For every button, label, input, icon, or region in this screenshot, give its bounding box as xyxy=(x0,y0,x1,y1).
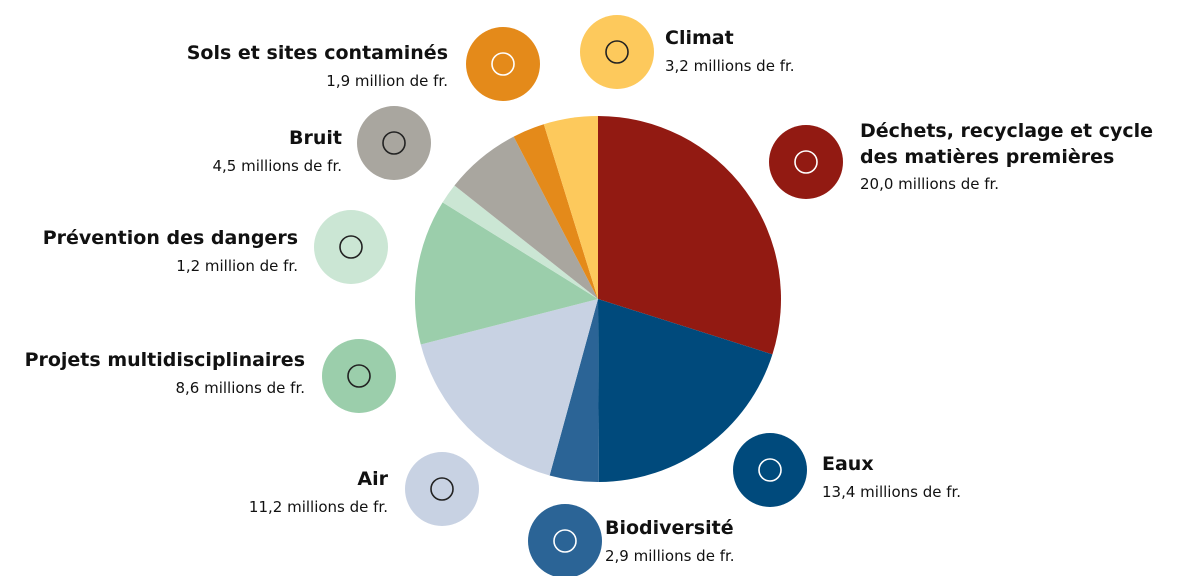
category-name: Sols et sites contaminés xyxy=(186,42,448,64)
pie-slice xyxy=(420,299,598,476)
icon-glyph xyxy=(382,131,406,155)
category-name: Biodiversité xyxy=(605,517,734,539)
value-label: 4,5 millions de fr. xyxy=(212,156,342,175)
icon-glyph xyxy=(758,458,782,482)
value-label: 1,9 million de fr. xyxy=(326,71,448,90)
category-label: Eaux 13,4 millions de fr. xyxy=(822,452,961,502)
category-name: Déchets, recyclage et cycle des matières… xyxy=(860,120,1154,168)
icon-glyph xyxy=(553,529,577,553)
category-label: Biodiversité 2,9 millions de fr. xyxy=(605,516,735,566)
value-label: 13,4 millions de fr. xyxy=(822,482,962,501)
icon-glyph xyxy=(491,52,515,76)
pie-slice xyxy=(415,202,598,345)
category-label: Air 11,2 millions de fr. xyxy=(249,467,388,517)
icon-glyph xyxy=(347,364,371,388)
icon-glyph xyxy=(430,477,454,501)
category-icon xyxy=(528,504,602,576)
pie-slice xyxy=(549,299,599,483)
pie-slice xyxy=(454,136,598,299)
value-label: 3,2 millions de fr. xyxy=(665,56,795,75)
pie-slice xyxy=(543,116,598,299)
category-label: Sols et sites contaminés 1,9 million de f… xyxy=(187,41,448,91)
icon-glyph xyxy=(794,150,818,174)
category-label: Bruit 4,5 millions de fr. xyxy=(212,126,342,176)
category-label: Prévention des dangers 1,2 million de fr. xyxy=(43,226,298,276)
category-name: Prévention des dangers xyxy=(42,227,298,249)
category-label: Climat 3,2 millions de fr. xyxy=(665,26,795,76)
icon-glyph xyxy=(339,235,363,259)
category-icon xyxy=(580,15,654,89)
category-name: Air xyxy=(357,468,388,490)
category-name: Bruit xyxy=(289,127,342,149)
value-label: 11,2 millions de fr. xyxy=(248,497,388,516)
pie-slice xyxy=(598,116,781,355)
category-name: Eaux xyxy=(822,453,874,475)
icon-glyph xyxy=(605,40,629,64)
category-icon xyxy=(322,339,396,413)
category-icon xyxy=(769,125,843,199)
pie-slice xyxy=(442,185,598,299)
category-label: Déchets, recyclage et cycle des matières… xyxy=(860,119,1160,195)
category-name: Projets multidisciplinaires xyxy=(24,349,305,371)
pie-slice xyxy=(513,124,598,300)
value-label: 20,0 millions de fr. xyxy=(860,175,1000,194)
value-label: 2,9 millions de fr. xyxy=(605,546,735,565)
category-icon xyxy=(357,106,431,180)
category-name: Climat xyxy=(665,27,734,49)
category-icon xyxy=(314,210,388,284)
category-icon xyxy=(466,27,540,101)
value-label: 1,2 million de fr. xyxy=(176,256,298,275)
category-icon xyxy=(733,433,807,507)
value-label: 8,6 millions de fr. xyxy=(175,378,305,397)
pie-slice xyxy=(598,299,773,482)
category-label: Projets multidisciplinaires 8,6 millions … xyxy=(25,348,305,398)
category-icon xyxy=(405,452,479,526)
